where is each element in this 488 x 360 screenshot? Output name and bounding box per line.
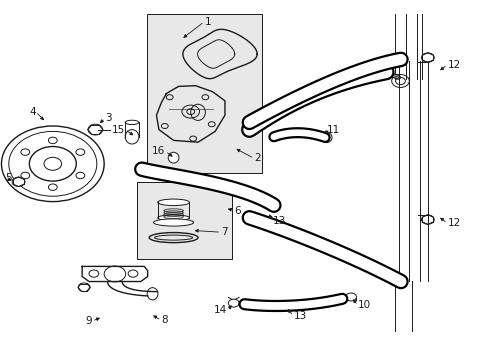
- Text: 12: 12: [447, 60, 460, 70]
- Text: 7: 7: [221, 227, 227, 237]
- Bar: [137, 182, 232, 259]
- Ellipse shape: [157, 199, 189, 206]
- Ellipse shape: [321, 132, 331, 143]
- Text: 3: 3: [105, 113, 112, 123]
- Bar: [146, 14, 261, 173]
- Text: 6: 6: [234, 206, 241, 216]
- Text: 1: 1: [204, 17, 211, 27]
- Circle shape: [421, 53, 433, 62]
- Text: 11: 11: [326, 125, 339, 135]
- Ellipse shape: [147, 288, 158, 300]
- Text: 10: 10: [357, 300, 370, 310]
- Text: 13: 13: [293, 311, 306, 321]
- Circle shape: [12, 177, 25, 186]
- Ellipse shape: [125, 130, 139, 144]
- Text: 16: 16: [152, 146, 165, 156]
- Ellipse shape: [125, 120, 139, 125]
- Text: 8: 8: [161, 315, 168, 325]
- Text: 9: 9: [85, 316, 92, 326]
- Text: 15: 15: [111, 125, 124, 135]
- Text: 2: 2: [254, 153, 261, 163]
- Text: 5: 5: [5, 173, 12, 183]
- Circle shape: [78, 283, 90, 292]
- Ellipse shape: [168, 152, 179, 163]
- Circle shape: [421, 215, 433, 224]
- Text: 14: 14: [214, 305, 227, 315]
- Text: 4: 4: [29, 107, 36, 117]
- Text: 12: 12: [447, 218, 460, 228]
- Circle shape: [88, 124, 102, 135]
- Ellipse shape: [157, 215, 189, 221]
- Ellipse shape: [153, 219, 193, 226]
- Text: 13: 13: [272, 216, 285, 226]
